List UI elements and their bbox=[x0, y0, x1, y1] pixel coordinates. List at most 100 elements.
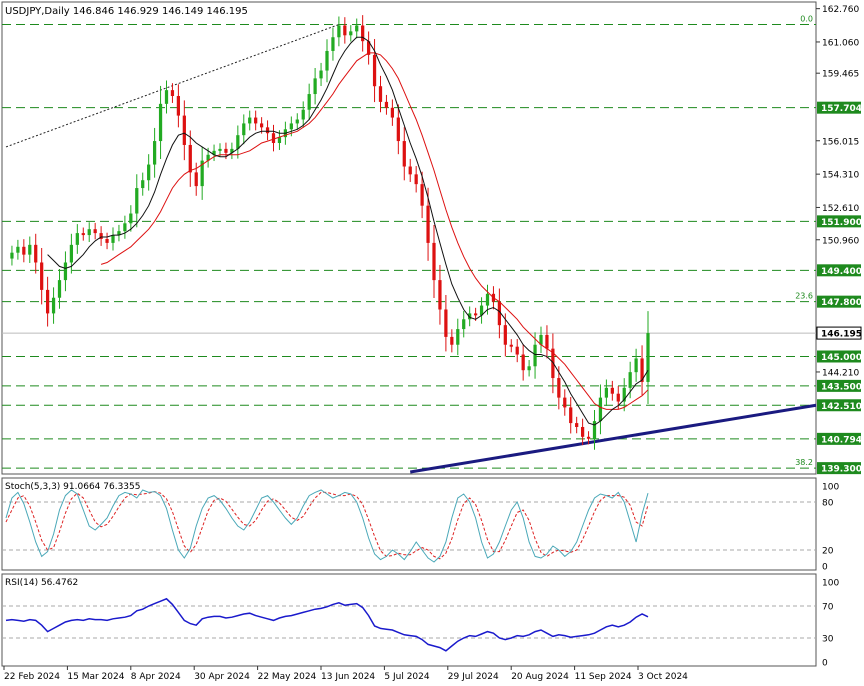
candle-body bbox=[586, 436, 591, 439]
candle-body bbox=[396, 117, 400, 142]
price-tag-label: 143.500 bbox=[821, 382, 862, 392]
candle-body bbox=[93, 229, 97, 234]
candle-body bbox=[129, 213, 133, 224]
candle-body bbox=[408, 166, 412, 175]
fib-label: 38.2 bbox=[795, 458, 813, 467]
candle-body bbox=[444, 309, 448, 337]
candle-body bbox=[598, 397, 603, 422]
rsi-tick-label: 100 bbox=[822, 579, 839, 589]
rsi-panel[interactable]: 100 70 30 0 RSI(14) 56.4762 bbox=[1, 573, 839, 669]
candle-body bbox=[462, 319, 466, 330]
price-tag-label: 147.800 bbox=[821, 298, 862, 308]
fib-label: 23.6 bbox=[795, 292, 813, 301]
candle-body bbox=[200, 160, 204, 187]
candle-body bbox=[355, 25, 359, 32]
candle-body bbox=[63, 262, 68, 281]
price-tag-label: 151.900 bbox=[821, 218, 862, 228]
candle-body bbox=[372, 54, 377, 87]
candle-body bbox=[40, 262, 44, 290]
stoch-tick-label: 80 bbox=[822, 499, 834, 509]
fib-label: 0.0 bbox=[800, 15, 813, 24]
rsi-panel-frame bbox=[1, 573, 817, 667]
time-tick-label: 5 Jul 2024 bbox=[384, 672, 429, 682]
price-tag-box bbox=[817, 101, 861, 114]
time-tick-label: 3 Oct 2024 bbox=[638, 672, 688, 682]
candle-body bbox=[468, 313, 472, 320]
stoch-axis: 100 80 20 0 bbox=[822, 483, 839, 573]
candle-body bbox=[515, 346, 519, 355]
candle-body bbox=[206, 154, 210, 161]
candle-body bbox=[378, 86, 383, 102]
price-tag-box bbox=[817, 350, 861, 363]
time-tick-label: 22 May 2024 bbox=[258, 672, 317, 682]
candle-body bbox=[182, 115, 186, 145]
candle-body bbox=[628, 372, 632, 388]
ma-slow-line bbox=[100, 52, 649, 410]
candle-body bbox=[420, 184, 424, 206]
candle-body bbox=[34, 244, 38, 263]
candle-body bbox=[22, 246, 26, 255]
candle-body bbox=[265, 127, 270, 134]
candle-body bbox=[349, 31, 353, 36]
candle-body bbox=[361, 25, 365, 42]
candle-body bbox=[277, 137, 282, 144]
candle-body bbox=[230, 148, 234, 153]
price-tag-label: 142.510 bbox=[821, 402, 862, 412]
candle-body bbox=[242, 123, 246, 136]
candle-body bbox=[426, 205, 430, 243]
price-tags: 157.704 151.900 149.400 147.800 146.195 145.0… bbox=[816, 101, 862, 475]
candle-body bbox=[509, 344, 513, 347]
candle-body bbox=[16, 246, 20, 253]
candle-body bbox=[105, 238, 109, 243]
price-tick-label: 154.310 bbox=[822, 171, 859, 181]
main-panel-frame bbox=[1, 1, 817, 475]
candle-body bbox=[254, 117, 258, 124]
stoch-panel[interactable]: 100 80 20 0 Stoch(5,3,3) 91.0664 76.3355 bbox=[1, 477, 839, 573]
candle-body bbox=[337, 25, 341, 38]
stoch-title: Stoch(5,3,3) 91.0664 76.3355 bbox=[5, 482, 140, 492]
fib-labels: 0.0 23.6 38.2 bbox=[795, 15, 813, 468]
support-trendline bbox=[409, 403, 817, 474]
candle-body bbox=[414, 174, 418, 185]
candle-body bbox=[117, 231, 121, 236]
price-tag-box bbox=[817, 295, 861, 308]
candle-body bbox=[539, 334, 543, 345]
candle-body bbox=[152, 141, 157, 165]
candle-body bbox=[402, 141, 406, 167]
main-panel[interactable]: 162.760 161.060 159.465 156.015 154.310 152.6… bbox=[1, 1, 862, 475]
moving-averages bbox=[47, 36, 649, 426]
candle-body bbox=[295, 119, 299, 124]
candle-body bbox=[301, 109, 305, 120]
candle-body bbox=[236, 135, 240, 149]
candle-body bbox=[438, 280, 442, 310]
candle-body bbox=[432, 242, 436, 281]
candle-body bbox=[45, 289, 50, 314]
stoch-tick-label: 20 bbox=[822, 547, 834, 557]
candle-body bbox=[271, 133, 276, 144]
rsi-tick-label: 70 bbox=[822, 603, 834, 613]
candle-body bbox=[521, 354, 525, 371]
candle-body bbox=[575, 423, 579, 427]
price-tag-box bbox=[816, 326, 862, 340]
candle-body bbox=[75, 233, 79, 245]
time-tick-label: 20 Aug 2024 bbox=[511, 672, 569, 682]
candle-body bbox=[325, 50, 329, 71]
candle-body bbox=[111, 235, 115, 243]
candle-body bbox=[580, 426, 585, 437]
candle-body bbox=[479, 305, 484, 316]
stoch-k-line bbox=[5, 489, 649, 563]
price-tick-label: 161.060 bbox=[822, 38, 859, 48]
candle-body bbox=[319, 70, 323, 79]
candle-body bbox=[141, 180, 145, 189]
candle-body bbox=[123, 223, 127, 232]
candle-body bbox=[456, 329, 460, 345]
candle-body bbox=[622, 387, 626, 402]
candle-body bbox=[164, 90, 169, 104]
candle-body bbox=[81, 233, 85, 236]
candle-body bbox=[313, 78, 317, 95]
rsi-line bbox=[5, 597, 649, 652]
price-tag-label: 139.300 bbox=[821, 465, 862, 475]
stoch-tick-label: 100 bbox=[822, 483, 839, 493]
price-tag-label: 145.000 bbox=[821, 353, 862, 363]
candle-body bbox=[450, 336, 454, 345]
